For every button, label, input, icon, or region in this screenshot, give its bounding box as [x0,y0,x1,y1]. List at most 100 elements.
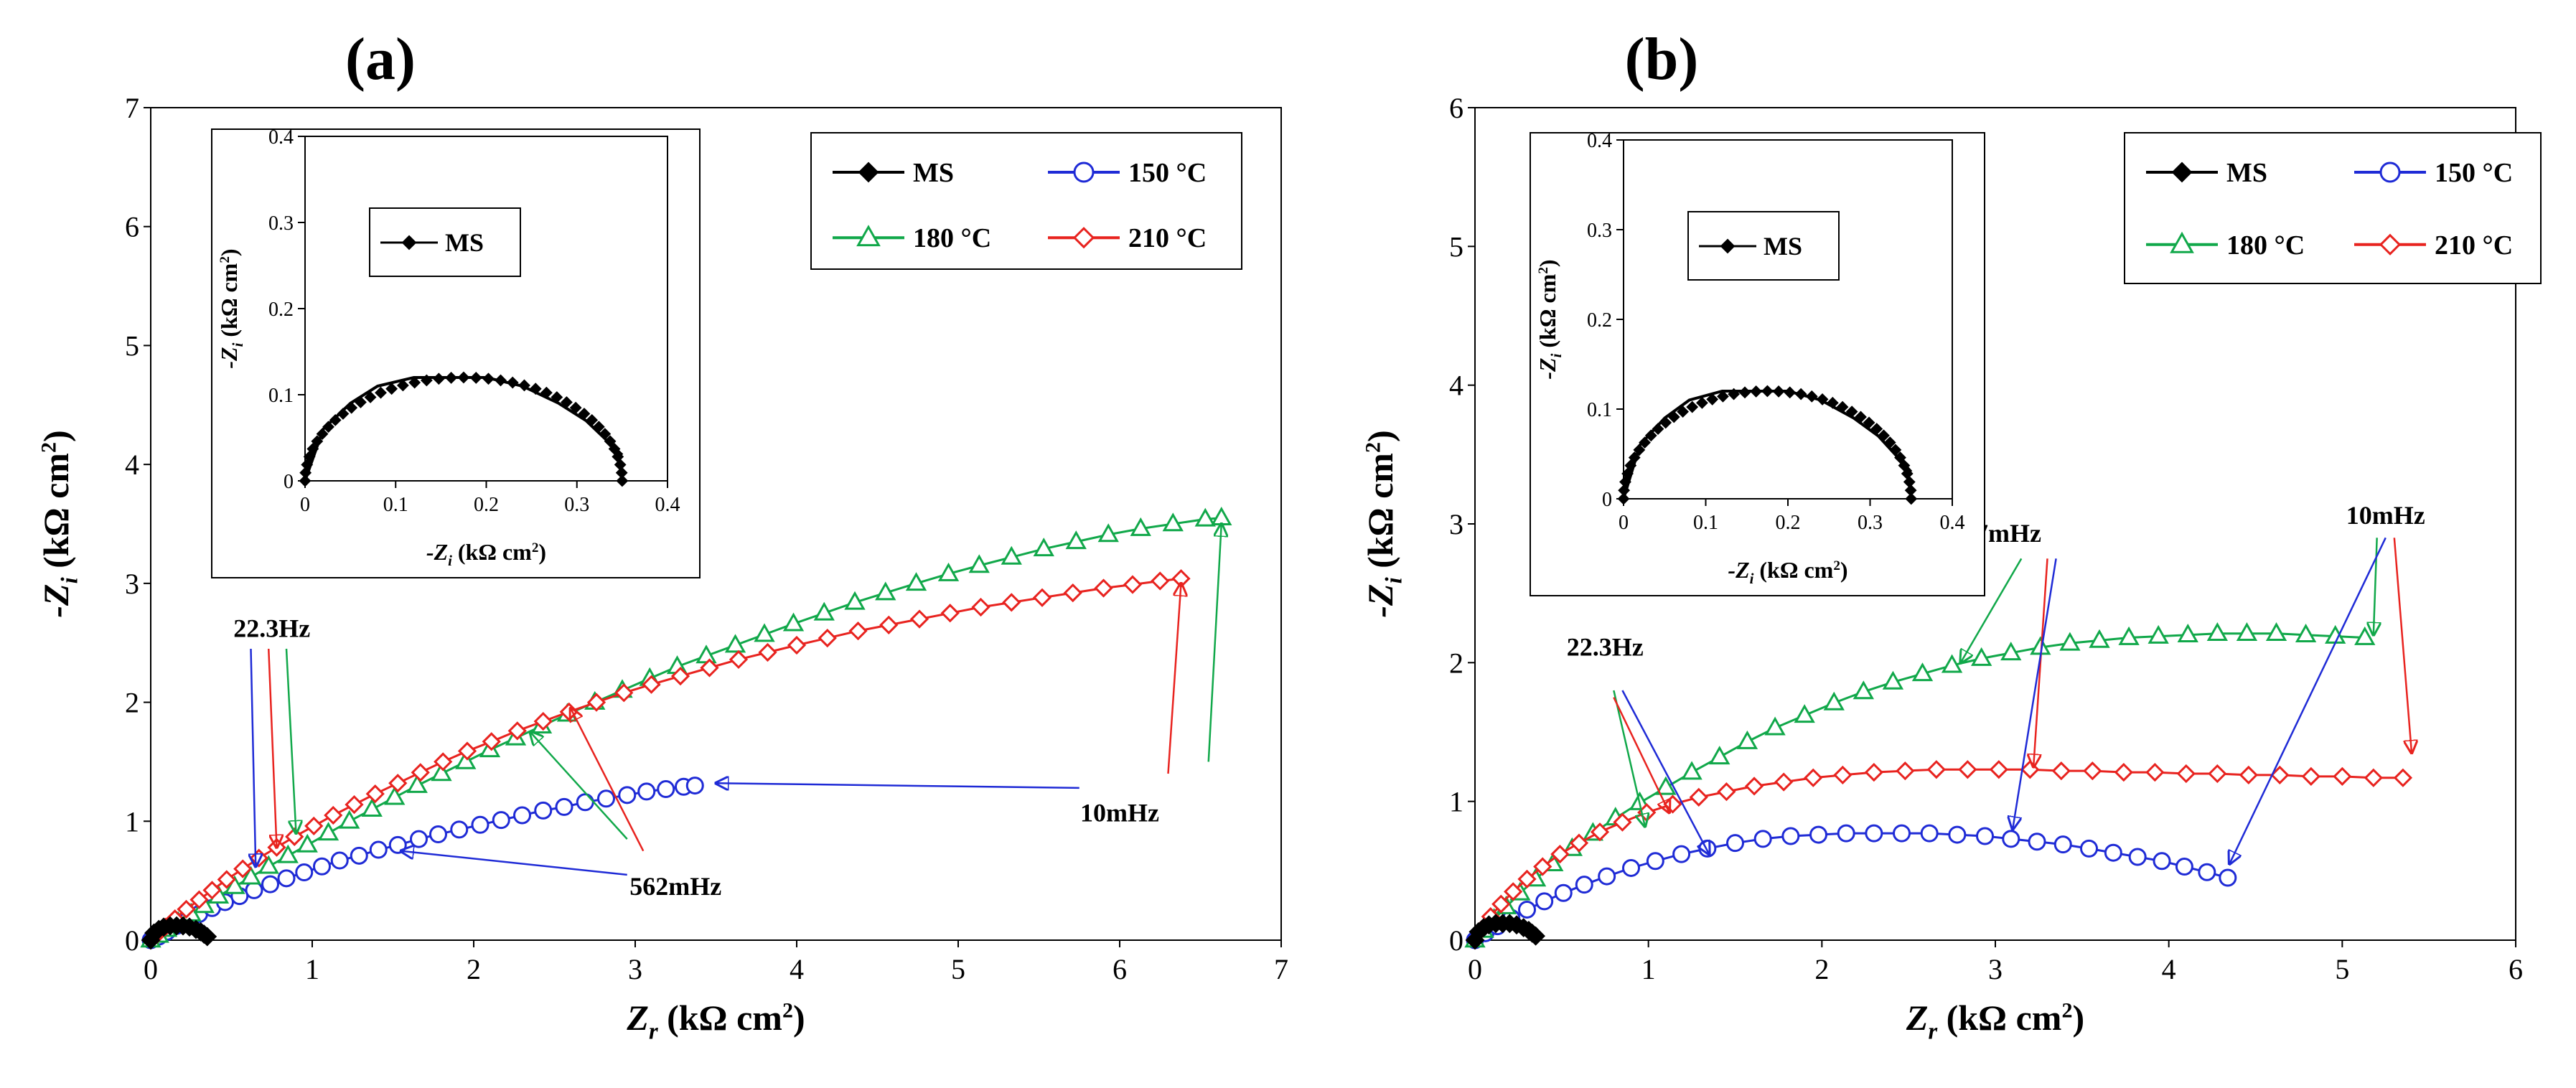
data-point [388,774,408,793]
y-axis-label-b: -Zi (kΩ cm2) [1360,430,1408,617]
inset-ms-point [1826,396,1839,409]
inset-ms-point [616,474,629,487]
chart-b-xtick-label: 5 [2335,953,2349,985]
y-axis-label-a-text: -Zi (kΩ cm2) [36,430,83,617]
inset-a-ytick-label: 0 [284,471,294,493]
x-axis-label-a: Zr (kΩ cm2) [626,998,805,1045]
data-point [754,623,775,642]
chart-b-xtick-label: 2 [1814,953,1829,985]
data-point [1672,845,1691,863]
data-point [1590,822,1610,842]
chart-a-ytick-label: 2 [125,687,139,719]
chart-a-ytick-label: 0 [125,924,139,957]
data-point [189,890,209,909]
inset-ms-point [1677,405,1690,418]
data-point [513,806,531,825]
chart-a-xtick-label: 5 [951,953,965,985]
data-point [296,833,318,853]
data-point [1970,647,1992,666]
panel-label-a: (a) [345,26,416,93]
data-point [317,822,339,841]
data-point [2145,762,2165,782]
chart-b: (b) 0 1 2 3 4 5 6 0 1 2 3 4 5 6 Zr (kΩ cm2) -Zi (kΩ cm2)… [1360,26,2542,1045]
annotation-label: 10mHz [2346,501,2425,530]
inset-ms-point [1772,385,1785,398]
chart-b-ytick-label: 4 [1449,370,1463,402]
data-point [233,859,253,878]
inset-ms-point [1883,436,1896,449]
data-point [2128,848,2147,866]
inset-ms-point [457,371,470,384]
legend-entry: MS [833,158,954,188]
inset-ms-point [1816,393,1829,405]
legend-marker [2379,233,2402,255]
inset-ms-point [1863,416,1875,429]
x-axis-label-a-text: Zr (kΩ cm2) [626,998,805,1045]
data-point [1130,517,1151,536]
inset-ms-point [506,376,519,389]
inset-a-ytick-label: 0.2 [268,299,294,321]
data-point [2333,766,2352,786]
data-point [1804,768,1823,787]
annotation-arrow [1961,558,2023,662]
data-point [1833,765,1853,785]
inset-ms-point [1761,385,1774,398]
inset-ms-point [1619,476,1631,488]
inset-ms-point [1728,388,1741,400]
data-point [1926,760,1946,779]
data-point [455,750,477,769]
annotation-arrow [1613,690,1645,826]
annotation-arrow [2013,558,2057,829]
data-point [384,786,406,805]
inset-ms-point [578,408,591,420]
inset-b-ytick-label: 0.4 [1587,130,1612,152]
inset-ms-point [1845,405,1858,418]
data-point [1526,926,1545,946]
inset-ms-point [1633,444,1646,456]
data-point [657,780,675,799]
inset-ms-point [1644,429,1657,442]
chart-a-xtick-label: 1 [305,953,319,985]
annotation-label: 10mHz [1080,798,1159,827]
inset-b-ytick-label: 0.3 [1587,220,1612,242]
inset-ms-point [306,443,319,455]
data-point [450,820,469,839]
inset-ms-point [1855,411,1867,423]
data-point [1554,883,1573,902]
y-axis-label-b-text: -Zi (kΩ cm2) [1360,430,1408,617]
chart-a-xtick-label: 7 [1274,953,1288,985]
annotation-arrow [1613,697,1669,812]
data-point [1837,824,1855,843]
data-point [224,875,245,894]
data-point [2089,629,2110,648]
data-point [2051,761,2071,781]
data-point [258,855,279,874]
data-point [555,797,573,816]
inset-ms-point [1870,423,1883,435]
data-point [1736,730,1758,749]
inset-ms-point [1652,423,1664,435]
annotation-arrow [1621,690,1709,854]
data-point [1941,654,1963,673]
data-point [2270,765,2290,785]
legend-entry: 180 °C [2146,230,2305,261]
inset-a-xtick-label: 0.1 [383,494,408,516]
data-point [1613,812,1632,832]
legend-entry: MS [2146,158,2267,188]
data-point [2364,768,2383,787]
panel-label-b: (b) [1625,26,1699,93]
data-point [457,741,477,761]
inset-a-xtick-label: 0 [300,494,310,516]
data-point [431,762,452,782]
legend-marker [856,225,881,247]
inset-x-axis-label-text: -Zi (kΩ cm2) [426,539,546,569]
inset-ms-point [529,383,542,395]
inset-a-xtick-label: 0.2 [474,494,499,516]
data-point [2176,764,2196,784]
inset-ms-point [1878,429,1890,442]
inset-ms-point [608,443,621,455]
chart-a: (a) 0 1 2 3 4 5 6 7 0 1 2 3 4 5 6 7 Zr (kΩ cm2) -Zi (kΩ cm… [36,26,1288,1045]
inset-legend-marker [1720,238,1736,254]
legend-marker [2170,231,2194,253]
data-point [1504,882,1523,901]
